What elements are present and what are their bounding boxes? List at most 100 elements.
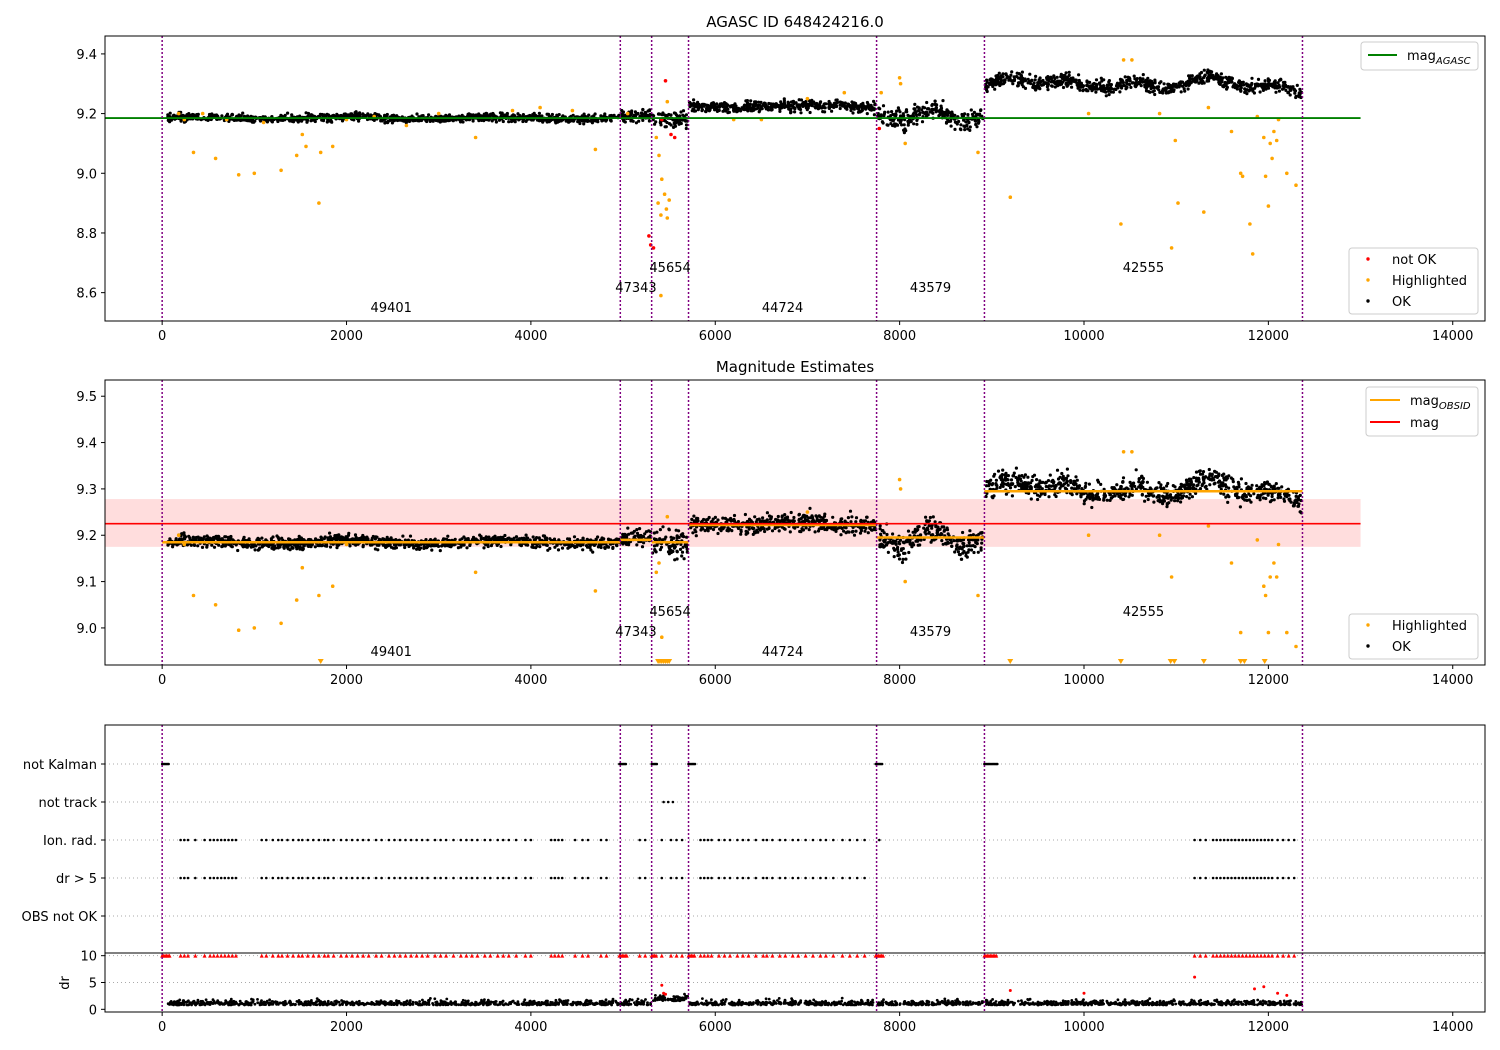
ok-point [482,546,486,550]
ok-point [865,112,869,116]
ok-point [403,545,407,550]
ok-point [1260,85,1264,89]
ok-point [1190,495,1194,499]
ok-point [608,118,613,122]
ok-point [464,537,468,541]
ok-point [850,530,855,534]
ok-point [1045,76,1049,80]
ok-point [711,517,715,521]
ok-point [230,545,234,549]
ok-point [496,536,500,540]
ok-point [1237,79,1241,83]
ok-point [680,554,684,558]
ok-point [881,121,885,125]
ok-point [927,531,931,535]
ok-point [1253,82,1257,86]
ok-point [865,515,869,519]
ok-point [1293,89,1298,93]
highlighted-point [1262,135,1266,140]
ok-point [1079,81,1083,85]
ok-point [1109,90,1113,94]
ok-point [992,79,996,83]
ok-point [1278,78,1282,82]
ok-point [1011,82,1015,86]
ok-point [792,519,796,523]
ok-point [704,518,708,522]
ok-point [415,112,419,116]
ok-point [414,544,418,548]
ok-point [1008,75,1012,79]
ok-point [839,533,843,537]
ok-point [1061,74,1065,78]
ok-point [421,114,425,118]
ok-point [221,544,225,548]
ok-point [675,550,679,554]
ok-point [1230,76,1234,80]
ok-point [292,118,296,122]
ok-point [941,542,945,546]
ok-point [227,535,231,540]
ok-point [264,538,268,542]
ok-point [1021,85,1025,89]
panel1-legend-upper: magAGASC [1360,41,1479,71]
ok-point [1263,79,1267,83]
ok-point [431,543,435,547]
ok-point [900,547,904,551]
ok-point [903,551,907,555]
ok-point [940,539,944,543]
ok-point [325,112,329,116]
ok-point [375,543,379,547]
ok-point [457,114,461,118]
obsid-label: 42555 [1123,261,1164,276]
ok-point [898,114,903,118]
ok-point [1246,83,1250,87]
ok-point [865,100,870,105]
ok-point [283,118,287,122]
ok-point [1107,80,1111,84]
ok-point [1118,90,1122,94]
y-tick-label: 9.4 [76,48,97,63]
ok-point [972,550,976,555]
ok-point [473,537,477,541]
ok-point [843,101,847,105]
ok-point [984,88,989,92]
ok-point [789,510,793,515]
ok-point [1147,80,1152,84]
ok-point [519,544,524,548]
ok-point [1159,80,1163,84]
ok-point [1094,78,1099,82]
ok-point [946,532,950,536]
ok-point [537,119,542,123]
ok-point [540,114,544,118]
ok-point [1122,497,1126,501]
ok-point [1161,91,1165,95]
highlighted-point [1229,129,1234,134]
ok-point [1146,76,1150,80]
ok-point [943,528,947,532]
highlighted-point [330,144,335,149]
ok-point [304,111,308,115]
ok-point [202,535,206,539]
ok-point [250,120,255,124]
ok-point [1169,90,1173,94]
ok-point [881,104,886,108]
ok-point [514,535,519,539]
ok-point [926,528,930,532]
highlighted-point [1263,174,1268,179]
ok-point [283,113,287,117]
ok-point [353,113,358,117]
ok-point [850,515,854,519]
ok-point [967,548,971,552]
ok-point [915,105,920,109]
ok-point [1119,81,1123,85]
obsid-label: 45654 [649,261,690,276]
ok-point [953,127,957,131]
obsid-label: 43579 [910,281,951,296]
ok-point [753,515,757,519]
ok-point [702,517,706,522]
ok-point [468,543,472,548]
ok-point [442,537,446,541]
ok-point [959,123,963,127]
ok-point [902,541,906,545]
ok-point [541,534,546,538]
